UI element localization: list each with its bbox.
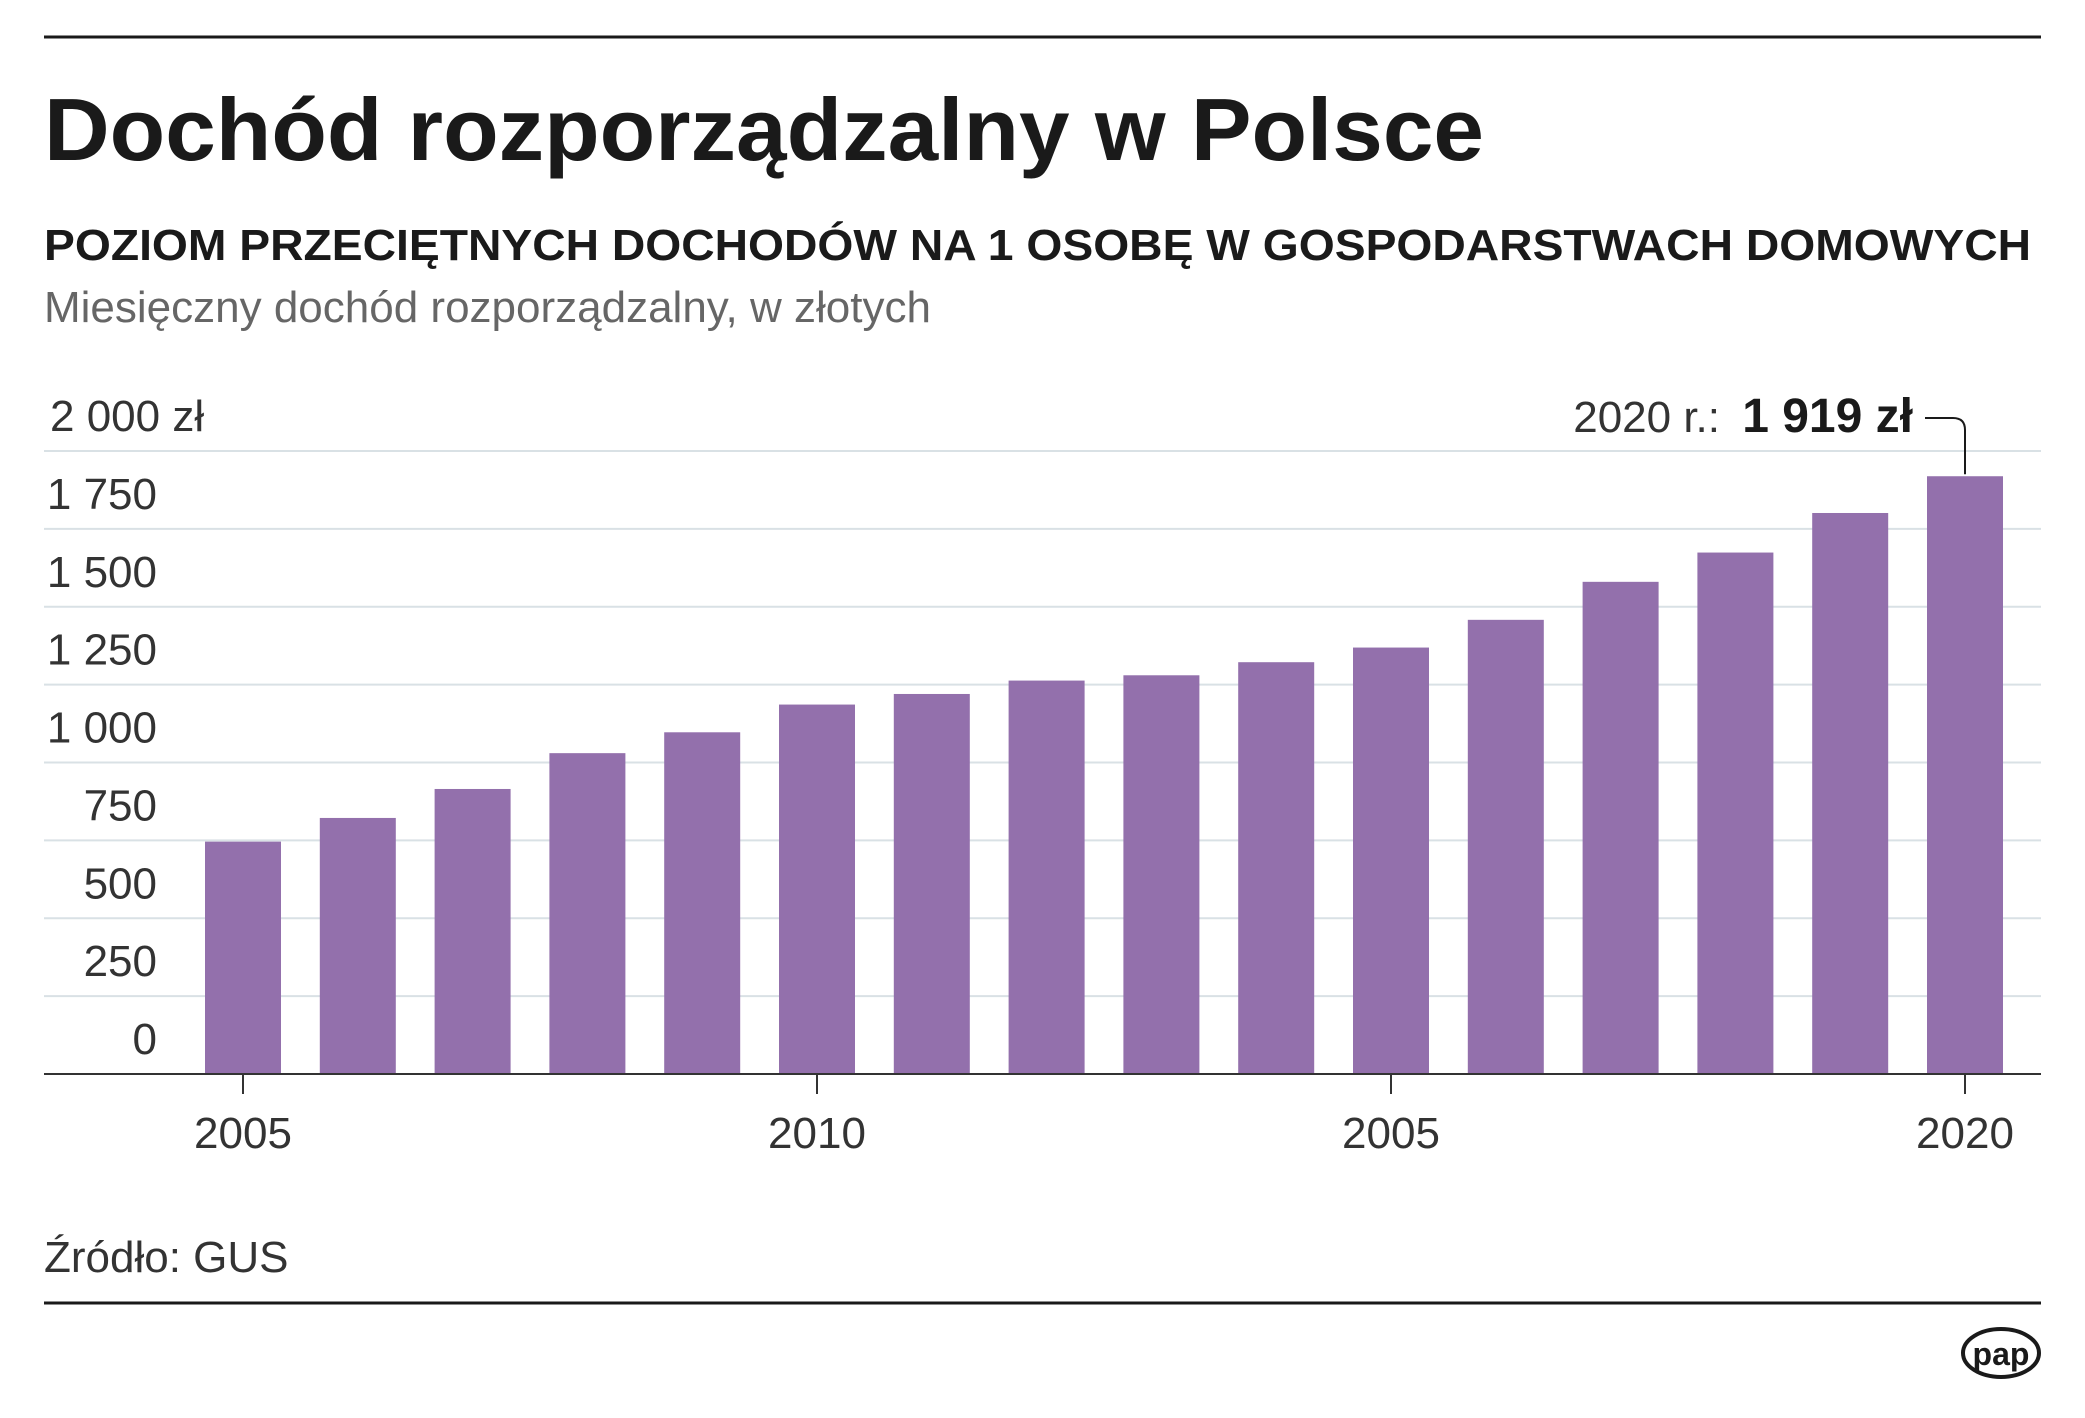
logo-badge [1961, 1327, 2041, 1379]
y-tick-label: 1 000 [47, 704, 157, 753]
y-tick-label: 0 [133, 1015, 157, 1064]
description: Miesięczny dochód rozporządzalny, w złot… [44, 283, 931, 332]
annotation: 2020 r.: [1573, 393, 1720, 442]
x-tick-label: 2010 [768, 1109, 866, 1158]
bar [779, 704, 855, 1074]
y-tick-label: 1 750 [47, 470, 157, 519]
bar [1812, 512, 1889, 1074]
chart: 0 250 500 750 1 000 1 250 1 500 1 750 2 000 zł 20… [44, 390, 2041, 1158]
subtitle: POZIOM PRZECIĘTNYCH DOCHODÓW NA 1 OSOBĘ … [44, 220, 2031, 270]
bar [1353, 647, 1429, 1074]
value-label: 1 919 zł [1742, 390, 1913, 443]
logo: pap [1973, 1336, 2030, 1372]
bar [1927, 476, 2003, 1074]
annotation-connector [1925, 417, 1966, 475]
x-tick-label: 2005 [194, 1109, 292, 1158]
y-tick-label: 500 [84, 859, 157, 908]
y-tick-label: 750 [84, 781, 157, 830]
title: Dochód rozporządzalny w Polsce [44, 80, 1484, 179]
y-tick-label: 250 [84, 937, 157, 986]
source: Źródło: GUS [44, 1233, 289, 1282]
bar [1582, 581, 1659, 1074]
y-tick-label: 1 500 [47, 548, 157, 597]
x-tick-label: 2020 [1916, 1109, 2014, 1158]
bar [205, 841, 281, 1074]
bar [319, 817, 396, 1074]
bar [664, 732, 741, 1074]
bar [1123, 675, 1200, 1074]
bar [893, 693, 970, 1074]
bar [1008, 680, 1085, 1074]
bar [1238, 662, 1315, 1074]
x-tick-label: 2005 [1342, 1109, 1440, 1158]
bar [549, 753, 626, 1074]
bar [1697, 552, 1774, 1074]
bar [434, 788, 511, 1074]
bar [1467, 619, 1544, 1074]
y-tick-label: 1 250 [47, 626, 157, 675]
y-tick-label: 2 000 zł [50, 392, 204, 441]
